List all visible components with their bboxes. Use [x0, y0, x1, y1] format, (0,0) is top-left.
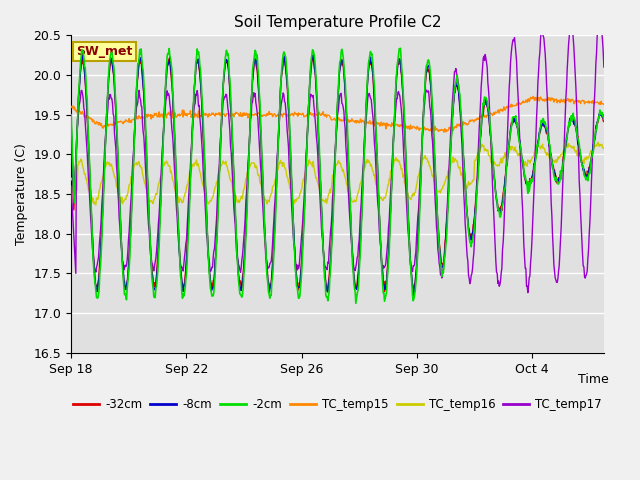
Title: Soil Temperature Profile C2: Soil Temperature Profile C2: [234, 15, 441, 30]
Text: Time: Time: [579, 373, 609, 386]
Legend: -32cm, -8cm, -2cm, TC_temp15, TC_temp16, TC_temp17: -32cm, -8cm, -2cm, TC_temp15, TC_temp16,…: [68, 394, 607, 416]
Y-axis label: Temperature (C): Temperature (C): [15, 143, 28, 245]
Text: SW_met: SW_met: [76, 45, 133, 58]
